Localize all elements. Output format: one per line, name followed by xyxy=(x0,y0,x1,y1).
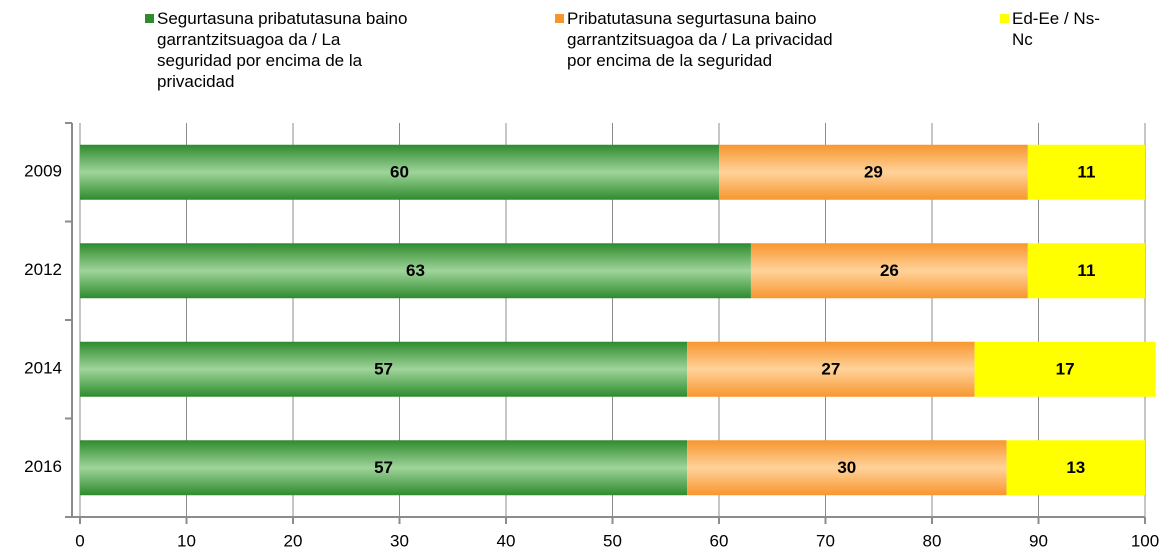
x-tick-label: 100 xyxy=(1131,531,1159,550)
legend-label: Ed-Ee / Ns-Nc xyxy=(1012,9,1100,49)
bar-segment xyxy=(1027,243,1145,299)
data-label: 13 xyxy=(1066,458,1085,477)
y-tick-label: 2012 xyxy=(24,260,62,279)
x-tick-label: 70 xyxy=(816,531,835,550)
data-label: 60 xyxy=(390,163,409,182)
bar-segment xyxy=(1006,440,1145,496)
x-tick-label: 60 xyxy=(710,531,729,550)
legend-entry: Segurtasuna pribatutasuna baino garrantz… xyxy=(145,8,415,92)
y-tick-label: 2009 xyxy=(24,162,62,181)
x-tick-label: 10 xyxy=(177,531,196,550)
data-label: 27 xyxy=(821,360,840,379)
x-tick-label: 90 xyxy=(1029,531,1048,550)
legend-swatch xyxy=(1000,14,1009,23)
x-tick-label: 0 xyxy=(75,531,84,550)
data-label: 30 xyxy=(837,458,856,477)
y-tick-label: 2016 xyxy=(24,457,62,476)
x-tick-label: 20 xyxy=(284,531,303,550)
bar-segment xyxy=(687,440,1007,496)
bar-segment xyxy=(719,144,1028,200)
bar-segment xyxy=(80,341,688,397)
legend-swatch xyxy=(145,14,154,23)
x-tick-label: 50 xyxy=(603,531,622,550)
data-label: 26 xyxy=(880,261,899,280)
data-label: 29 xyxy=(864,163,883,182)
bar-segment xyxy=(974,341,1156,397)
legend-entry: Pribatutasuna segurtasuna baino garrantz… xyxy=(555,8,855,71)
legend-swatch xyxy=(555,14,564,23)
x-tick-label: 80 xyxy=(923,531,942,550)
bar-segment xyxy=(80,243,751,299)
legend-label: Pribatutasuna segurtasuna baino garrantz… xyxy=(567,9,833,70)
legend-entry: Ed-Ee / Ns-Nc xyxy=(1000,8,1110,50)
bar-segment xyxy=(80,144,719,200)
data-label: 57 xyxy=(374,360,393,379)
bar-segment xyxy=(1027,144,1145,200)
data-label: 11 xyxy=(1077,261,1095,280)
data-label: 17 xyxy=(1056,360,1075,379)
data-label: 63 xyxy=(406,261,425,280)
bar-segment xyxy=(80,440,688,496)
bar-segment xyxy=(750,243,1028,299)
data-label: 11 xyxy=(1077,163,1095,182)
legend-label: Segurtasuna pribatutasuna baino garrantz… xyxy=(157,9,408,91)
x-tick-label: 40 xyxy=(497,531,516,550)
bar-segment xyxy=(687,341,975,397)
x-tick-label: 30 xyxy=(390,531,409,550)
data-label: 57 xyxy=(374,458,393,477)
y-tick-label: 2014 xyxy=(24,359,62,378)
